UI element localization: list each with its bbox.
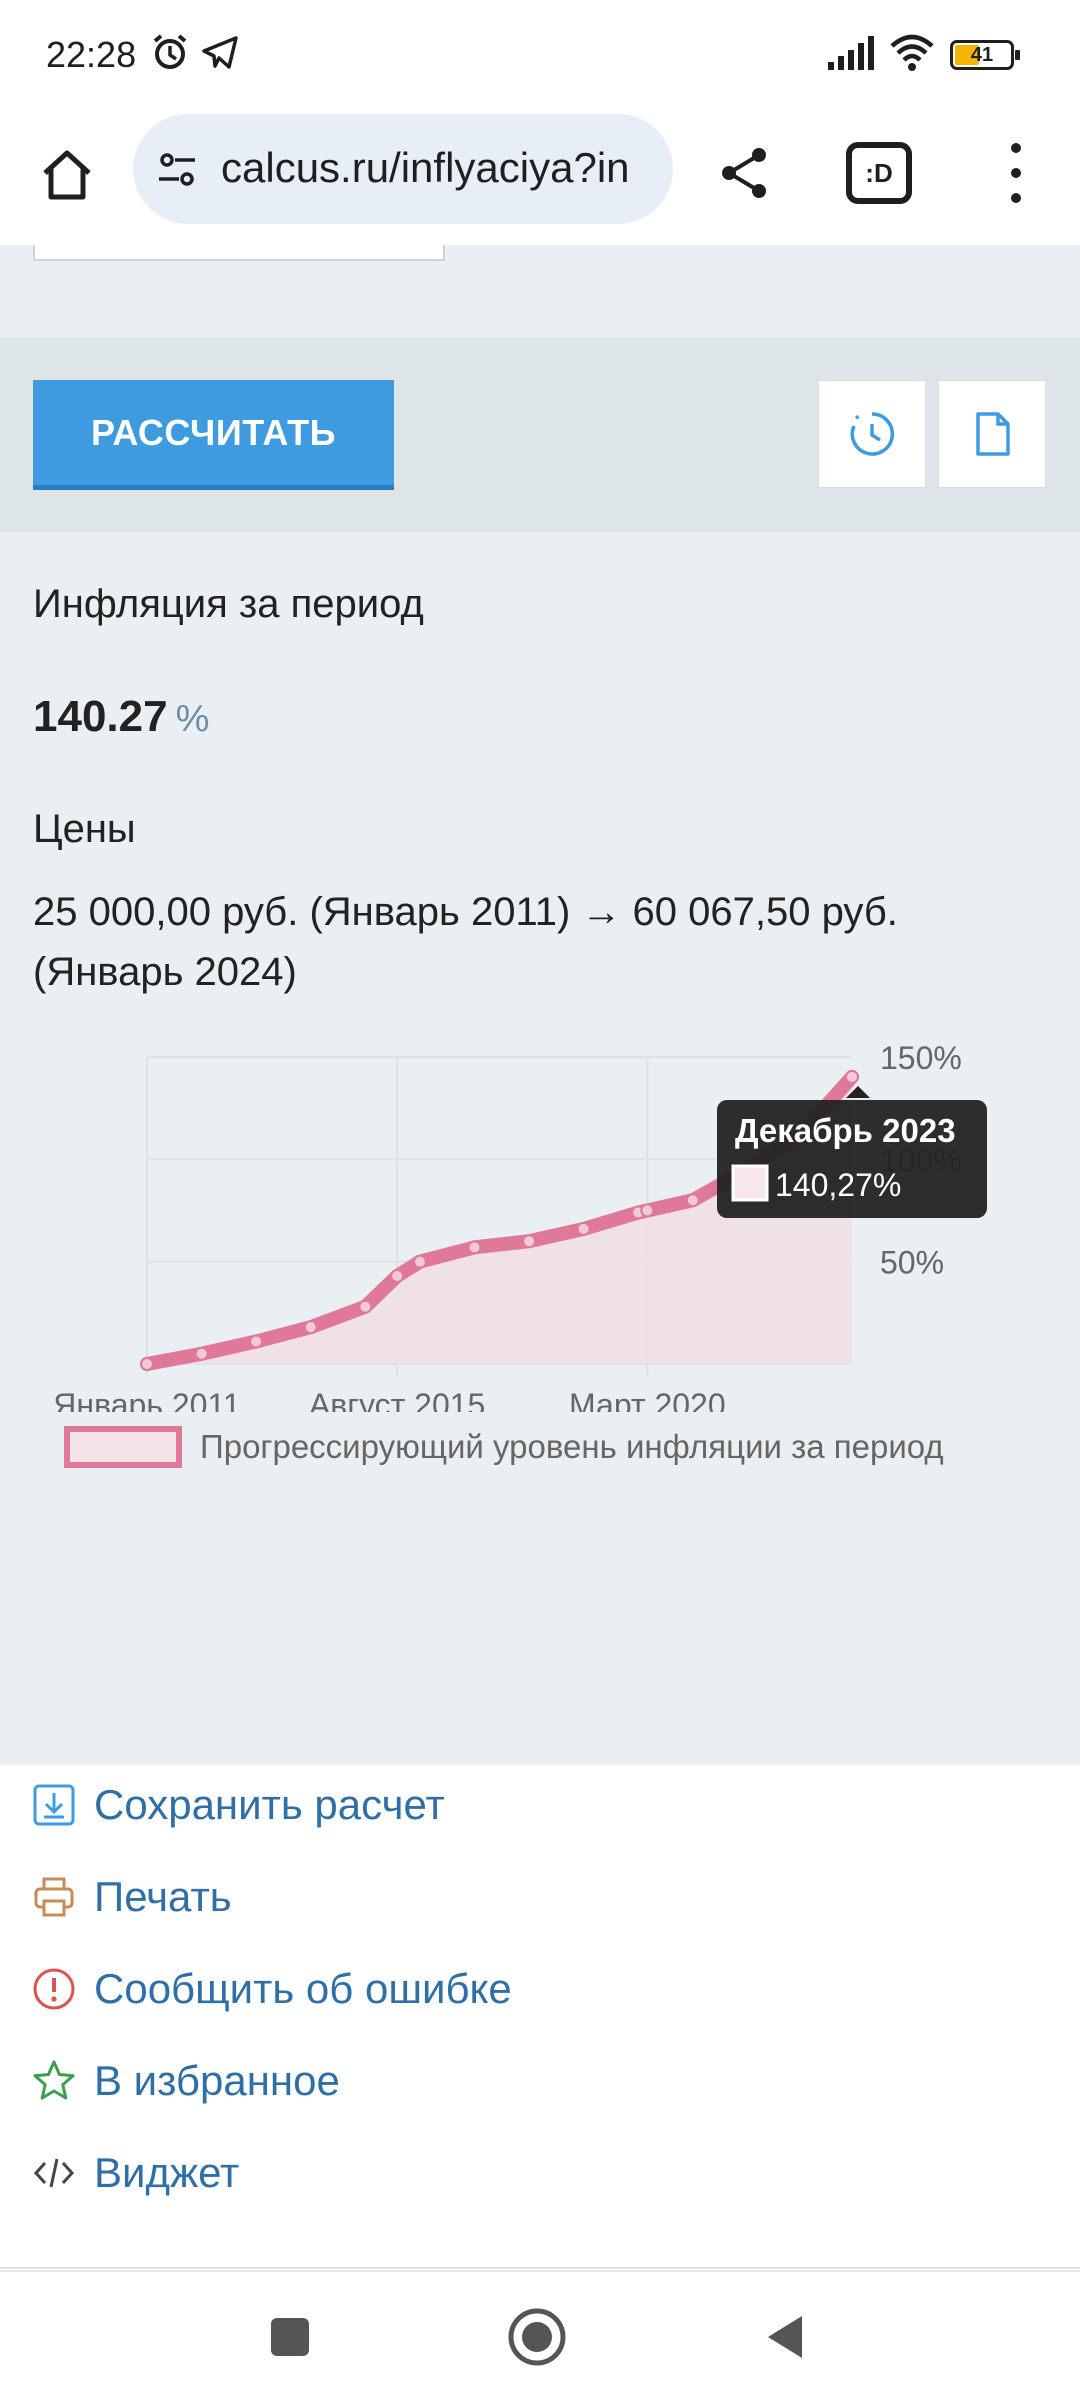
chart-point [685,1193,700,1208]
chart-point [303,1320,318,1335]
tooltip-title: Декабрь 2023 [735,1112,956,1149]
chart-point [467,1240,482,1255]
browser-toolbar: calcus.ru/inflyaciya?in :D [0,110,1080,245]
home-button[interactable] [30,138,104,212]
more-dot-icon [1011,192,1021,203]
report-error-link[interactable]: Сообщить об ошибке [30,1954,512,2024]
wifi-icon [890,34,934,71]
widget-link[interactable]: Виджет [30,2138,239,2208]
more-dot-icon [1011,143,1021,154]
calculate-button[interactable]: РАССЧИТАТЬ [33,380,394,490]
favorites-label: В избранное [94,2057,340,2104]
chart-point [640,1203,655,1218]
battery-icon: 41 [950,40,1020,70]
status-time: 22:28 [46,34,137,75]
back-icon [768,2316,802,2358]
divider [0,2267,1080,2269]
inflation-value: 140.27 [33,692,168,741]
save-calculation-label: Сохранить расчет [94,1781,445,1828]
prices-text: 25 000,00 руб. (Январь 2011) → 60 067,50… [33,890,898,994]
x-tick-label: Август 2015 [309,1387,485,1412]
inflation-value-row: 140.27% [33,692,209,742]
url-bar[interactable]: calcus.ru/inflyaciya?in [133,114,673,224]
tooltip-caret [846,1086,870,1098]
chart-point [249,1334,264,1349]
chart-legend[interactable]: Прогрессирующий уровень инфляции за пери… [64,1422,944,1472]
print-icon [30,1873,78,1921]
chart-point [358,1299,373,1314]
home-icon [43,150,91,200]
url-text[interactable]: calcus.ru/inflyaciya?in [221,144,630,191]
system-nav-bar [0,2270,1080,2400]
signal-icon [828,36,874,70]
home-nav-button[interactable] [502,2302,572,2372]
history-icon [850,412,895,456]
document-button[interactable] [938,380,1046,488]
save-icon [30,1781,78,1829]
chart-point [576,1221,591,1236]
share-icon [722,148,766,198]
print-link[interactable]: Печать [30,1862,232,1932]
star-icon [30,2057,78,2105]
code-icon [30,2149,78,2197]
report-error-label: Сообщить об ошибке [94,1965,512,2012]
inflation-label: Инфляция за период [33,582,424,626]
y-tick-label: 50% [880,1245,944,1281]
tooltip-swatch [731,1164,769,1202]
action-bar: РАССЧИТАТЬ [0,337,1080,532]
prices-label: Цены [33,807,136,851]
more-dot-icon [1011,167,1021,178]
chart-point [412,1254,427,1269]
chart-point [845,1069,859,1084]
chart-point [522,1234,537,1249]
menu-button[interactable] [996,136,1036,210]
x-tick-label: Март 2020 [569,1387,726,1412]
chart-point [390,1268,405,1283]
share-button[interactable] [708,136,782,210]
tooltip-value: 140,27% [775,1167,901,1203]
telegram-icon [202,36,238,69]
chart-point [140,1357,154,1371]
widget-label: Виджет [94,2149,240,2196]
legend-label: Прогрессирующий уровень инфляции за пери… [200,1428,944,1465]
site-settings-icon[interactable] [155,148,199,192]
y-tick-label: 150% [880,1040,962,1076]
inflation-unit: % [175,698,210,740]
tabs-button[interactable]: :D [846,142,912,204]
error-icon [30,1965,78,2013]
favorites-link[interactable]: В избранное [30,2046,340,2116]
tooltip-box [717,1100,987,1218]
results-panel: Инфляция за период 140.27% Цены 25 000,0… [0,532,1080,1765]
recents-icon [271,2318,309,2356]
form-input-bottom[interactable] [33,245,445,261]
battery-level: 41 [970,44,994,66]
status-bar: 22:28 41 [0,0,1080,110]
back-button[interactable] [750,2302,820,2372]
save-calculation-link[interactable]: Сохранить расчет [30,1770,445,1840]
form-area [0,245,1080,337]
legend-swatch [64,1426,182,1468]
alarm-icon [153,34,187,69]
print-label: Печать [94,1873,232,1920]
chart-area-fill [147,1076,852,1364]
document-icon [976,412,1010,456]
history-button[interactable] [818,380,926,488]
x-tick-label: Январь 2011 [53,1387,240,1412]
chart-point [194,1346,209,1361]
recents-button[interactable] [255,2302,325,2372]
page-content: РАССЧИТАТЬ Инфляция за период 140.27% Це… [0,245,1080,2270]
home-circle-icon [508,2308,566,2366]
